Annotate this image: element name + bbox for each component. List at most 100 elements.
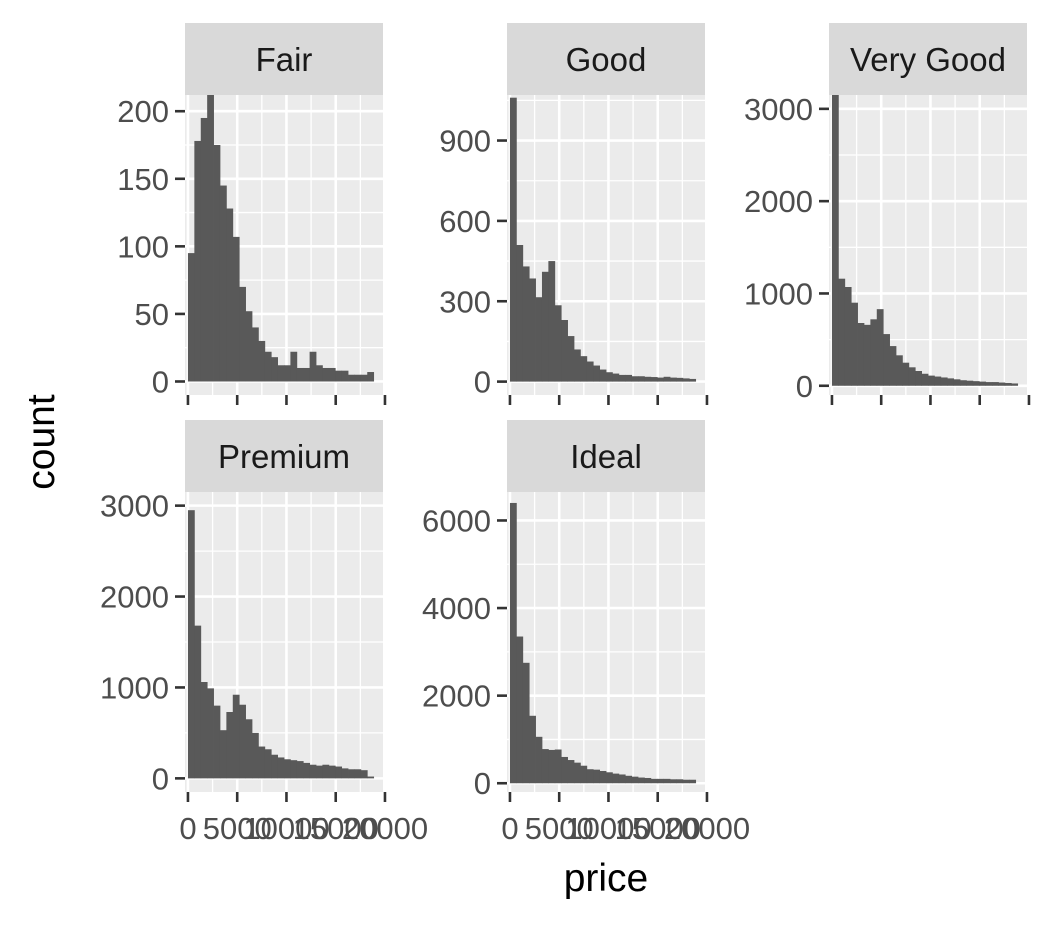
x-tick-label: 5000 (525, 811, 594, 846)
histogram-bar (606, 772, 613, 784)
histogram-bar (303, 367, 311, 382)
histogram-bar (232, 694, 240, 779)
histogram-bar (676, 779, 684, 784)
histogram-bar (516, 245, 524, 382)
histogram-bar (258, 340, 266, 382)
histogram-bar (200, 682, 208, 779)
histogram-bar (644, 376, 652, 382)
facet-strip-label: Very Good (850, 41, 1006, 78)
histogram-bar (290, 351, 298, 382)
histogram-bar (625, 775, 633, 784)
y-tick-label: 0 (152, 761, 169, 796)
x-tick-label: 10000 (565, 811, 651, 846)
histogram-bar (316, 765, 323, 779)
histogram-bar (657, 778, 665, 784)
histogram-bar (638, 376, 645, 382)
histogram-bar (831, 95, 839, 386)
histogram-bar (341, 370, 349, 382)
facet-strip (507, 420, 705, 492)
y-tick-label: 100 (117, 229, 169, 264)
histogram-bar (593, 365, 600, 382)
y-tick-label: 3000 (100, 489, 169, 524)
histogram-bar (573, 762, 581, 784)
histogram-bar (194, 625, 202, 779)
facet-strip (185, 420, 383, 492)
histogram-bar (509, 502, 517, 784)
histogram-bar (940, 377, 948, 386)
histogram-bar (561, 320, 568, 382)
histogram-bar (682, 378, 690, 382)
histogram-bar (187, 510, 195, 779)
histogram-bar (207, 688, 214, 779)
histogram-bar (309, 764, 317, 779)
histogram-bar (670, 377, 677, 382)
histogram-bar (309, 351, 317, 382)
histogram-bar (367, 776, 375, 779)
y-tick-label: 3000 (744, 92, 813, 127)
histogram-bar (1011, 383, 1019, 386)
histogram-bar (529, 715, 536, 784)
y-tick-label: 150 (117, 162, 169, 197)
x-tick-label: 15000 (293, 811, 379, 846)
histogram-bar (522, 266, 530, 382)
histogram-bar (213, 705, 221, 779)
histogram-bar (328, 765, 336, 779)
histogram-bar (586, 769, 594, 784)
histogram-bar (682, 779, 690, 784)
facet-strip (829, 23, 1027, 95)
histogram-bar (541, 749, 549, 784)
facet-strip-label: Premium (218, 438, 350, 475)
y-tick-label: 1000 (744, 276, 813, 311)
y-tick-label: 6000 (422, 503, 491, 538)
histogram-bar (902, 362, 910, 386)
y-tick-label: 2000 (422, 679, 491, 714)
histogram-bar (644, 777, 652, 784)
histogram-bar (953, 379, 961, 386)
y-tick-label: 4000 (422, 591, 491, 626)
histogram-bar (689, 779, 697, 784)
histogram-bar (908, 367, 916, 386)
histogram-bar (618, 374, 626, 382)
histogram-bar (187, 253, 195, 382)
y-tick-label: 300 (439, 284, 491, 319)
facets-layer: Fair 0 50 100 150 200 Good 0 300 600 900 Very Good 0… (100, 23, 1031, 846)
histogram-bar (992, 382, 999, 386)
histogram-bar (979, 381, 987, 386)
y-axis-title: count (20, 394, 63, 490)
histogram-bar (928, 375, 935, 386)
histogram-bar (213, 145, 221, 382)
histogram-bar (516, 636, 524, 784)
x-tick-label: 15000 (615, 811, 701, 846)
histogram-bar (529, 278, 536, 382)
y-tick-label: 600 (439, 204, 491, 239)
y-tick-label: 900 (439, 124, 491, 159)
histogram-bar (612, 773, 620, 784)
histogram-bar (360, 374, 368, 382)
histogram-bar (670, 779, 677, 784)
histogram-bar (567, 336, 575, 382)
facet-very-good: Very Good 0 1000 2000 3000 (744, 23, 1031, 405)
histogram-bar (663, 778, 671, 784)
histogram-bar (316, 365, 323, 382)
histogram-bar (335, 370, 343, 382)
y-tick-label: 0 (474, 766, 491, 801)
histogram-bar (264, 749, 272, 779)
y-tick-label: 200 (117, 94, 169, 129)
histogram-bar (580, 765, 588, 784)
y-tick-label: 1000 (100, 670, 169, 705)
histogram-bar (844, 287, 852, 386)
histogram-bar (341, 768, 349, 779)
histogram-bar (689, 378, 697, 382)
histogram-bar (870, 319, 878, 386)
histogram-bar (561, 756, 568, 784)
histogram-bar (921, 373, 929, 386)
histogram-bar (535, 736, 543, 784)
histogram-bar (915, 371, 922, 386)
histogram-bar (599, 770, 607, 784)
histogram-bar (296, 367, 304, 382)
histogram-bar (271, 357, 278, 382)
